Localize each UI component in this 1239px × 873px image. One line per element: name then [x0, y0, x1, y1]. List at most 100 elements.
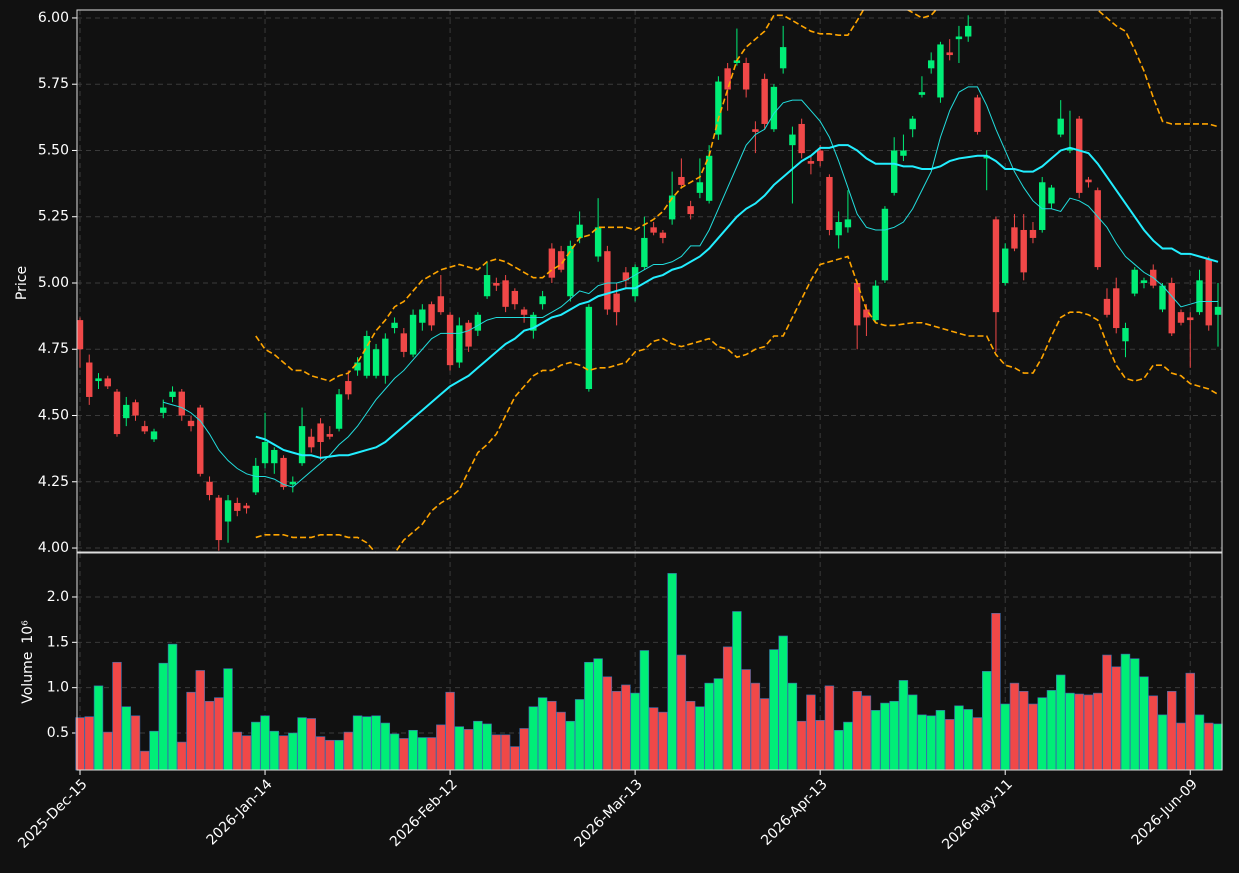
y-tick-label: 5.25: [38, 209, 69, 225]
candle-body: [715, 81, 722, 135]
volume-bar: [1046, 690, 1057, 771]
y-tick-label: 4.00: [38, 540, 69, 556]
candle-body: [594, 227, 602, 257]
candle-body: [1057, 118, 1064, 135]
candle-body: [1187, 317, 1194, 321]
candle-body: [964, 25, 972, 37]
volume-bar: [325, 739, 335, 771]
volume-bar: [186, 691, 196, 771]
candle-body: [752, 129, 759, 132]
y-tick-label: 2.0: [47, 589, 69, 605]
volume-bar: [963, 709, 973, 771]
candle-body: [779, 47, 787, 69]
y-tick-label: 1.0: [47, 680, 69, 696]
candle-body: [761, 78, 768, 124]
volume-bar: [574, 699, 585, 771]
volume-bar: [732, 611, 742, 771]
candle-body: [668, 195, 676, 220]
volume-bar: [815, 720, 825, 771]
candle-body: [234, 502, 241, 511]
volume-bar: [1000, 703, 1010, 771]
candle-body: [909, 118, 916, 130]
candle-body: [178, 391, 185, 416]
volume-bar: [1194, 714, 1205, 771]
candle-body: [927, 60, 935, 69]
volume-bar: [639, 650, 650, 771]
volume-bar: [473, 720, 483, 771]
candle-body: [1048, 187, 1055, 204]
candle-body: [1076, 118, 1083, 193]
overlay-line: [255, 144, 1219, 459]
volume-bar: [93, 685, 104, 771]
volume-bar: [214, 697, 224, 771]
volume-bar: [741, 669, 751, 771]
candle-body: [863, 309, 870, 318]
volume-axis-label: Volume 10⁶: [20, 620, 36, 704]
volume-bar: [223, 668, 233, 771]
candle-body: [733, 60, 741, 64]
candle-body: [437, 296, 445, 313]
volume-bar: [177, 741, 187, 771]
volume-bar: [1167, 690, 1177, 771]
volume-bar: [204, 700, 215, 771]
volume-bar: [463, 729, 474, 771]
volume-bar: [991, 613, 1001, 771]
candle-body: [141, 426, 148, 432]
candle-body: [446, 314, 454, 366]
candle-body: [548, 248, 556, 278]
volume-bar: [695, 706, 705, 771]
volume-bar: [288, 732, 298, 771]
candle-body: [428, 304, 435, 326]
candle-body: [530, 314, 537, 331]
candle-body: [1039, 182, 1046, 230]
volume-bar: [565, 720, 576, 771]
candle-body: [1011, 227, 1018, 249]
volume-bar: [870, 710, 881, 771]
candle-body: [798, 123, 805, 154]
candle-body: [308, 436, 315, 448]
volume-bar: [352, 715, 363, 771]
price-axis-label: Price: [14, 266, 30, 300]
candle-body: [826, 176, 833, 230]
volume-bar: [1111, 666, 1121, 771]
candle-body: [372, 349, 380, 376]
candle-body: [363, 335, 371, 376]
candle-body: [890, 150, 898, 193]
candle-body: [742, 63, 750, 90]
candle-body: [113, 391, 121, 435]
volume-bar: [491, 734, 502, 771]
candle-body: [502, 280, 509, 307]
y-tick-label: 4.25: [38, 474, 69, 490]
volume-bar: [343, 731, 354, 771]
volume-bar: [593, 658, 603, 771]
candle-body: [345, 381, 352, 395]
candle-body: [576, 224, 583, 238]
candle-body: [881, 208, 889, 281]
candle-body: [335, 394, 343, 429]
volume-bar: [1157, 714, 1168, 771]
y-tick-label: 0.5: [47, 725, 69, 741]
volume-bar: [584, 661, 594, 771]
price-frame: [76, 9, 1223, 553]
overlay-line: [163, 86, 1218, 488]
candle-body: [557, 251, 565, 270]
volume-bar: [1139, 676, 1149, 771]
candle-body: [974, 97, 981, 132]
volume-bar: [1037, 697, 1047, 771]
volume-bar: [306, 718, 317, 771]
volume-bar: [232, 731, 242, 771]
candle-body: [511, 290, 519, 305]
candle-body: [493, 282, 500, 286]
candle-body: [1002, 248, 1009, 283]
y-tick-label: 4.50: [38, 408, 69, 424]
volume-bar: [454, 726, 465, 771]
volume-bar: [750, 682, 761, 771]
volume-bar: [389, 733, 400, 771]
volume-bar: [260, 715, 270, 771]
volume-bar: [759, 698, 770, 771]
volume-bar: [787, 682, 798, 771]
volume-bar: [704, 682, 714, 771]
candle-body: [326, 434, 334, 437]
volume-bar: [648, 707, 659, 771]
